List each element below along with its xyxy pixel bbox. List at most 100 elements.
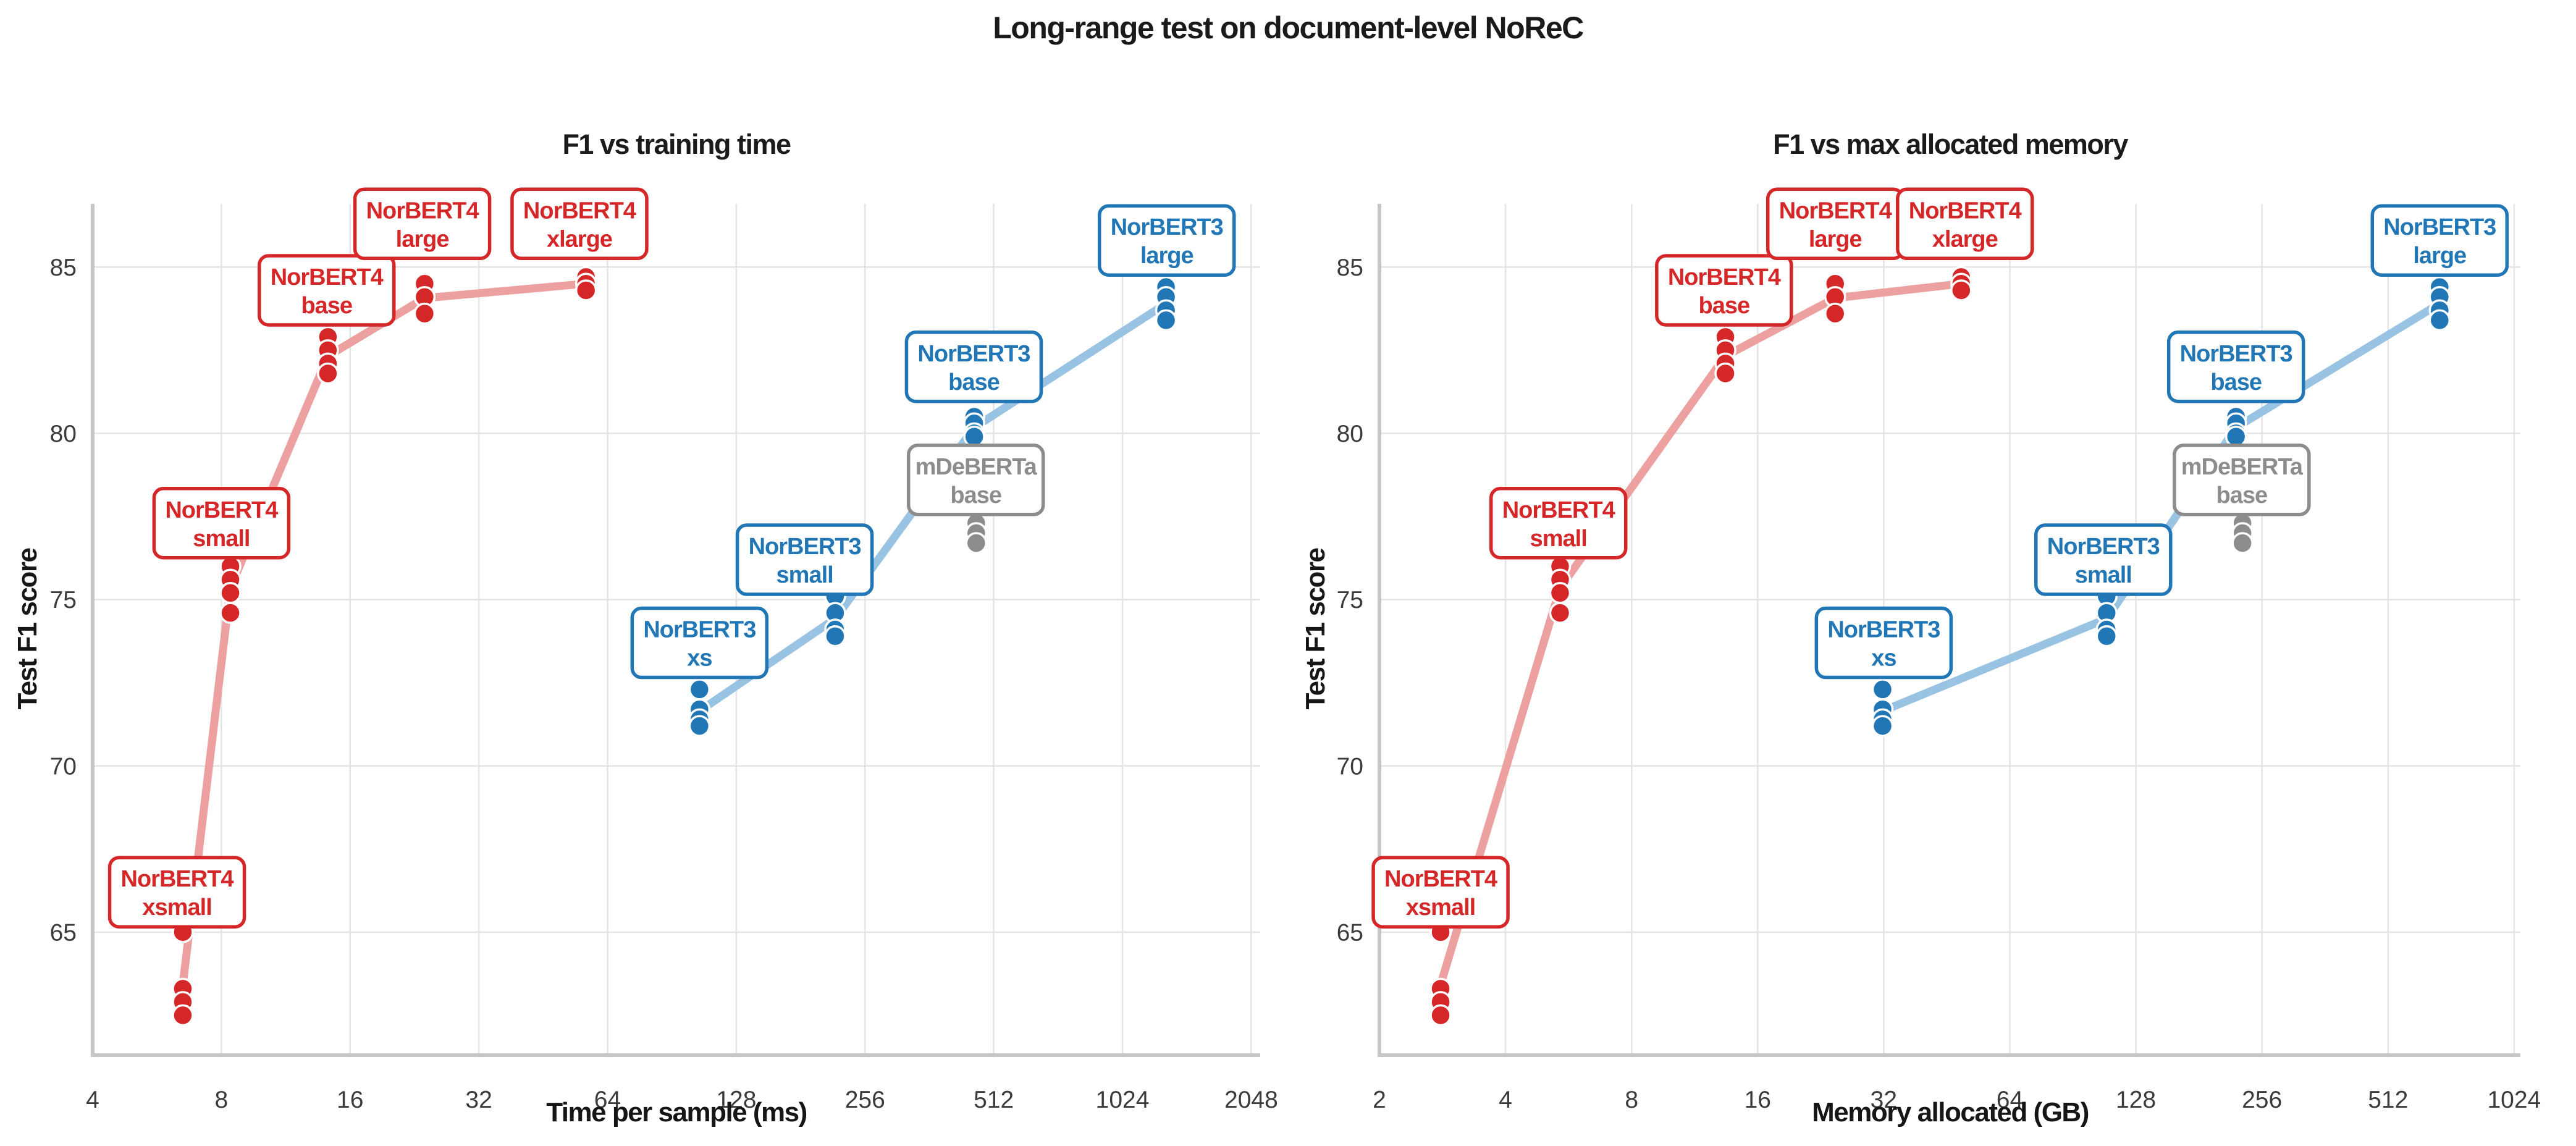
y-tick-label: 85 — [1337, 255, 1363, 281]
data-point — [2231, 532, 2254, 554]
model-label-norbert4-xsmall: NorBERT4 xsmall — [107, 856, 246, 929]
x-tick-label: 1024 — [1096, 1087, 1150, 1113]
data-point — [688, 715, 711, 737]
data-point — [1871, 678, 1894, 701]
model-label-box — [2166, 331, 2305, 403]
model-label-norbert4-small: NorBERT4 small — [1489, 487, 1628, 560]
model-label-text: NorBERT3 base — [917, 341, 1030, 395]
x-tick-label: 2048 — [1224, 1087, 1278, 1113]
model-label-text: NorBERT4 large — [1779, 198, 1892, 252]
y-tick-label: 85 — [50, 255, 77, 281]
model-label-box — [906, 444, 1045, 516]
model-label-text: NorBERT4 base — [1668, 264, 1781, 319]
model-label-norbert4-large: NorBERT4 large — [353, 187, 492, 261]
model-label-norbert3-small: NorBERT3 small — [735, 523, 874, 596]
model-label-text: NorBERT4 base — [271, 264, 384, 319]
model-label-box — [257, 254, 396, 327]
model-label-norbert3-small: NorBERT3 small — [2034, 523, 2173, 596]
model-label-norbert3-base: NorBERT3 base — [904, 331, 1043, 403]
data-point — [1871, 715, 1894, 737]
data-point — [2095, 625, 2118, 647]
memory-chart: 2 4 8 16 32 64 128 256 512 1024 65 70 75 80 85 NorBERT4… — [1337, 187, 2541, 1113]
model-label-text: NorBERT3 xs — [1827, 617, 1940, 672]
model-label-box — [2034, 523, 2173, 596]
model-label-box — [1371, 856, 1510, 929]
model-label-text: NorBERT4 xlarge — [523, 198, 636, 252]
data-point — [219, 582, 242, 604]
model-label-norbert4-xsmall: NorBERT4 xsmall — [1371, 856, 1510, 929]
y-tick-label: 75 — [1337, 587, 1363, 613]
x-tick-label: 128 — [716, 1087, 756, 1113]
x-axis-label-memory: Memory allocated (GB) — [1812, 1097, 2089, 1127]
model-label-norbert3-large: NorBERT3 large — [2370, 204, 2509, 277]
x-tick-label: 128 — [2116, 1087, 2156, 1113]
plot-panel-memory: 2 4 8 16 32 64 128 256 512 1024 65 70 75 80 85 NorBERT4… — [1288, 111, 2576, 1146]
y-tick-label: 65 — [1337, 919, 1363, 946]
x-tick-label: 1024 — [2487, 1087, 2541, 1113]
y-axis-label-right: Test F1 score — [1300, 548, 1331, 710]
data-point — [1824, 302, 1846, 325]
y-tick-label: 80 — [50, 421, 77, 447]
model-label-box — [904, 331, 1043, 403]
model-label-box — [1896, 187, 2034, 261]
model-label-text: NorBERT4 xsmall — [1384, 866, 1497, 921]
data-point — [1549, 602, 1572, 624]
data-point — [1950, 279, 1972, 301]
x-tick-label: 256 — [2242, 1087, 2282, 1113]
model-label-box — [2173, 444, 2311, 516]
model-label-norbert4-large: NorBERT4 large — [1766, 187, 1905, 261]
subplot-title-training-time: F1 vs training time — [562, 129, 791, 160]
data-point — [172, 1004, 194, 1027]
model-label-box — [1489, 487, 1628, 560]
y-tick-label: 65 — [50, 919, 77, 946]
model-label-box — [2370, 204, 2509, 277]
model-label-mdeberta-base: mDeBERTa base — [906, 444, 1045, 516]
model-label-mdeberta-base: mDeBERTa base — [2173, 444, 2311, 516]
model-label-box — [107, 856, 246, 929]
x-tick-label: 512 — [2368, 1087, 2408, 1113]
x-tick-label: 32 — [465, 1087, 492, 1113]
model-label-box — [353, 187, 492, 261]
model-label-box — [735, 523, 874, 596]
model-label-norbert3-large: NorBERT3 large — [1098, 204, 1236, 277]
x-tick-label: 512 — [974, 1087, 1014, 1113]
figure-title: Long-range test on document-level NoReC — [993, 11, 1584, 45]
model-label-norbert3-base: NorBERT3 base — [2166, 331, 2305, 403]
plot-panel-training-time: 4 8 16 32 64 128 256 512 1024 2048 65 70 75 80 85 NorBE… — [0, 111, 1288, 1146]
model-label-norbert4-xlarge: NorBERT4 xlarge — [510, 187, 649, 261]
model-label-text: NorBERT4 small — [1502, 497, 1615, 552]
model-label-box — [152, 487, 291, 560]
model-label-box — [510, 187, 649, 261]
y-tick-label: 75 — [50, 587, 77, 613]
model-label-text: NorBERT4 xlarge — [1909, 198, 2022, 252]
model-label-box — [1655, 254, 1793, 327]
data-point — [1714, 362, 1736, 385]
model-label-norbert4-xlarge: NorBERT4 xlarge — [1896, 187, 2034, 261]
model-label-text: mDeBERTa base — [2181, 454, 2304, 508]
model-label-norbert4-base: NorBERT4 base — [1655, 254, 1793, 327]
data-point — [688, 678, 711, 701]
x-tick-label: 256 — [845, 1087, 885, 1113]
model-label-text: NorBERT3 small — [749, 534, 861, 588]
model-label-box — [1098, 204, 1236, 277]
data-point — [413, 302, 436, 325]
data-point — [1549, 582, 1572, 604]
data-point — [1429, 1004, 1452, 1027]
x-tick-label: 8 — [1625, 1087, 1638, 1113]
data-point — [575, 279, 597, 301]
model-label-text: mDeBERTa base — [915, 454, 1038, 508]
model-label-box — [1814, 606, 1953, 680]
model-label-text: NorBERT3 large — [2383, 214, 2496, 269]
x-tick-label: 2 — [1373, 1087, 1386, 1113]
x-tick-label: 8 — [215, 1087, 229, 1113]
model-label-norbert4-small: NorBERT4 small — [152, 487, 291, 560]
y-axis-label-left: Test F1 score — [12, 548, 43, 710]
model-label-norbert4-base: NorBERT4 base — [257, 254, 396, 327]
model-label-text: NorBERT3 xs — [643, 617, 756, 672]
data-point — [1155, 309, 1177, 332]
x-tick-label: 32 — [1871, 1087, 1897, 1113]
subplot-title-memory: F1 vs max allocated memory — [1773, 129, 2128, 160]
model-label-text: NorBERT4 xsmall — [121, 866, 234, 921]
model-label-norbert3-xs: NorBERT3 xs — [630, 606, 769, 680]
data-point — [219, 602, 242, 624]
